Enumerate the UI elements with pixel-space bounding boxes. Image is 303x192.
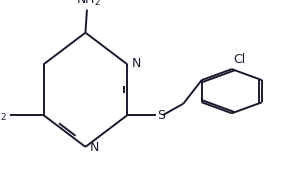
Text: NH$_2$: NH$_2$ bbox=[76, 0, 101, 8]
Text: N: N bbox=[132, 57, 141, 70]
Text: NH$_2$: NH$_2$ bbox=[0, 108, 7, 123]
Text: N: N bbox=[90, 141, 99, 154]
Text: Cl: Cl bbox=[233, 53, 245, 66]
Text: S: S bbox=[158, 109, 165, 122]
